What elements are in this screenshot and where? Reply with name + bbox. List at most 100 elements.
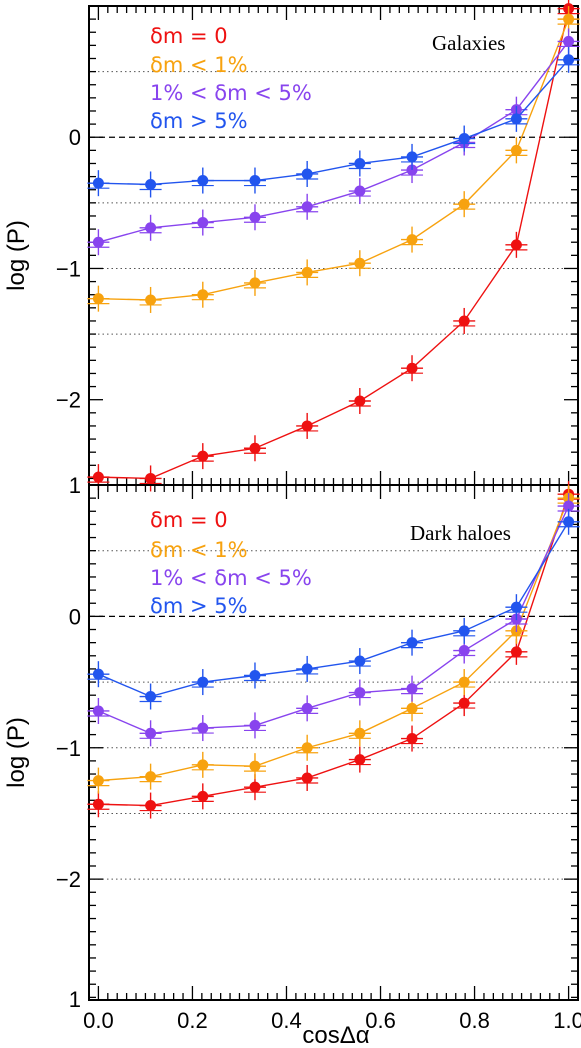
- data-marker: [458, 625, 470, 637]
- data-point: [191, 281, 214, 308]
- data-marker: [563, 500, 575, 512]
- data-point: [191, 443, 214, 470]
- data-marker: [249, 175, 261, 187]
- legend-entry: δm = 0: [150, 24, 228, 48]
- data-point: [87, 791, 110, 818]
- series-line: [98, 41, 570, 243]
- series-1: [87, 6, 580, 313]
- data-marker: [301, 201, 313, 213]
- data-marker: [92, 798, 104, 810]
- data-marker: [197, 722, 209, 734]
- data-marker: [510, 144, 522, 156]
- data-marker: [458, 645, 470, 657]
- data-point: [348, 178, 371, 205]
- data-point: [401, 143, 424, 170]
- data-marker: [458, 676, 470, 688]
- series-3: [87, 508, 580, 710]
- data-marker: [354, 727, 366, 739]
- y-tick-label: −1: [56, 736, 81, 761]
- data-point: [401, 675, 424, 702]
- series-line: [98, 497, 570, 782]
- data-point: [505, 137, 528, 164]
- x-tick-label: 0.6: [365, 1008, 396, 1033]
- data-point: [139, 720, 162, 747]
- data-point: [505, 638, 528, 665]
- data-marker: [249, 669, 261, 681]
- data-point: [348, 150, 371, 177]
- data-point: [139, 286, 162, 313]
- x-axis-label: cosΔα: [302, 1022, 369, 1048]
- data-marker: [354, 687, 366, 699]
- data-marker: [563, 13, 575, 25]
- legend-entry: δm = 0: [150, 508, 228, 532]
- data-point: [348, 720, 371, 747]
- data-point: [139, 792, 162, 819]
- y-tick-label: −2: [56, 867, 81, 892]
- data-marker: [406, 683, 418, 695]
- data-marker: [249, 760, 261, 772]
- data-point: [401, 725, 424, 752]
- x-tick-label: 1.0: [553, 1008, 581, 1033]
- data-point: [296, 655, 319, 682]
- data-marker: [510, 239, 522, 251]
- data-point: [401, 157, 424, 184]
- legend-entry: δm < 1%: [150, 538, 248, 562]
- data-point: [87, 767, 110, 794]
- data-point: [139, 763, 162, 790]
- x-tick-label: 0.8: [459, 1008, 490, 1033]
- data-point: [139, 683, 162, 710]
- data-marker: [249, 211, 261, 223]
- galaxies-panel: −2 −1 0 log (P) δm = 0 δm < 1% 1% < δm < 5% δm …: [3, 0, 580, 492]
- data-marker: [92, 775, 104, 787]
- data-marker: [145, 294, 157, 306]
- data-point: [453, 617, 476, 644]
- data-marker: [301, 702, 313, 714]
- data-point: [243, 662, 266, 689]
- data-marker: [145, 691, 157, 703]
- panel-title: Galaxies: [432, 31, 505, 55]
- series-line: [98, 59, 570, 186]
- data-marker: [563, 35, 575, 47]
- data-marker: [249, 781, 261, 793]
- data-marker: [197, 175, 209, 187]
- x-tick-label: 0.2: [177, 1008, 208, 1033]
- data-marker: [510, 601, 522, 613]
- data-point: [557, 46, 580, 73]
- x-tick-label: 0.4: [271, 1008, 302, 1033]
- data-point: [139, 465, 162, 492]
- data-marker: [354, 257, 366, 269]
- data-marker: [510, 113, 522, 125]
- data-point: [243, 712, 266, 739]
- data-marker: [145, 222, 157, 234]
- data-marker: [197, 759, 209, 771]
- data-point: [243, 167, 266, 194]
- legend-entry: δm < 1%: [150, 53, 248, 77]
- y-tick-label: 0: [69, 604, 81, 629]
- data-point: [87, 661, 110, 688]
- y-axis-label: log (P): [3, 220, 30, 291]
- data-point: [401, 226, 424, 253]
- y-tick-label: 0: [69, 125, 81, 150]
- data-point: [348, 746, 371, 773]
- data-marker: [354, 754, 366, 766]
- data-marker: [510, 646, 522, 658]
- data-point: [505, 231, 528, 258]
- data-point: [296, 695, 319, 722]
- data-point: [243, 204, 266, 231]
- series-line: [98, 8, 570, 480]
- legend-entry: δm > 5%: [150, 594, 248, 618]
- y-axis-label: log (P): [3, 717, 30, 788]
- series-line: [98, 493, 570, 807]
- y-tick-label: −1: [56, 256, 81, 281]
- data-point: [453, 669, 476, 696]
- series-1: [87, 485, 580, 794]
- data-point: [191, 669, 214, 696]
- data-point: [557, 28, 580, 55]
- y-tick-label: 1: [69, 473, 81, 498]
- data-marker: [406, 151, 418, 163]
- data-marker: [301, 772, 313, 784]
- data-point: [401, 355, 424, 382]
- data-point: [87, 229, 110, 256]
- legend-entry: 1% < δm < 5%: [150, 81, 312, 105]
- data-point: [191, 715, 214, 742]
